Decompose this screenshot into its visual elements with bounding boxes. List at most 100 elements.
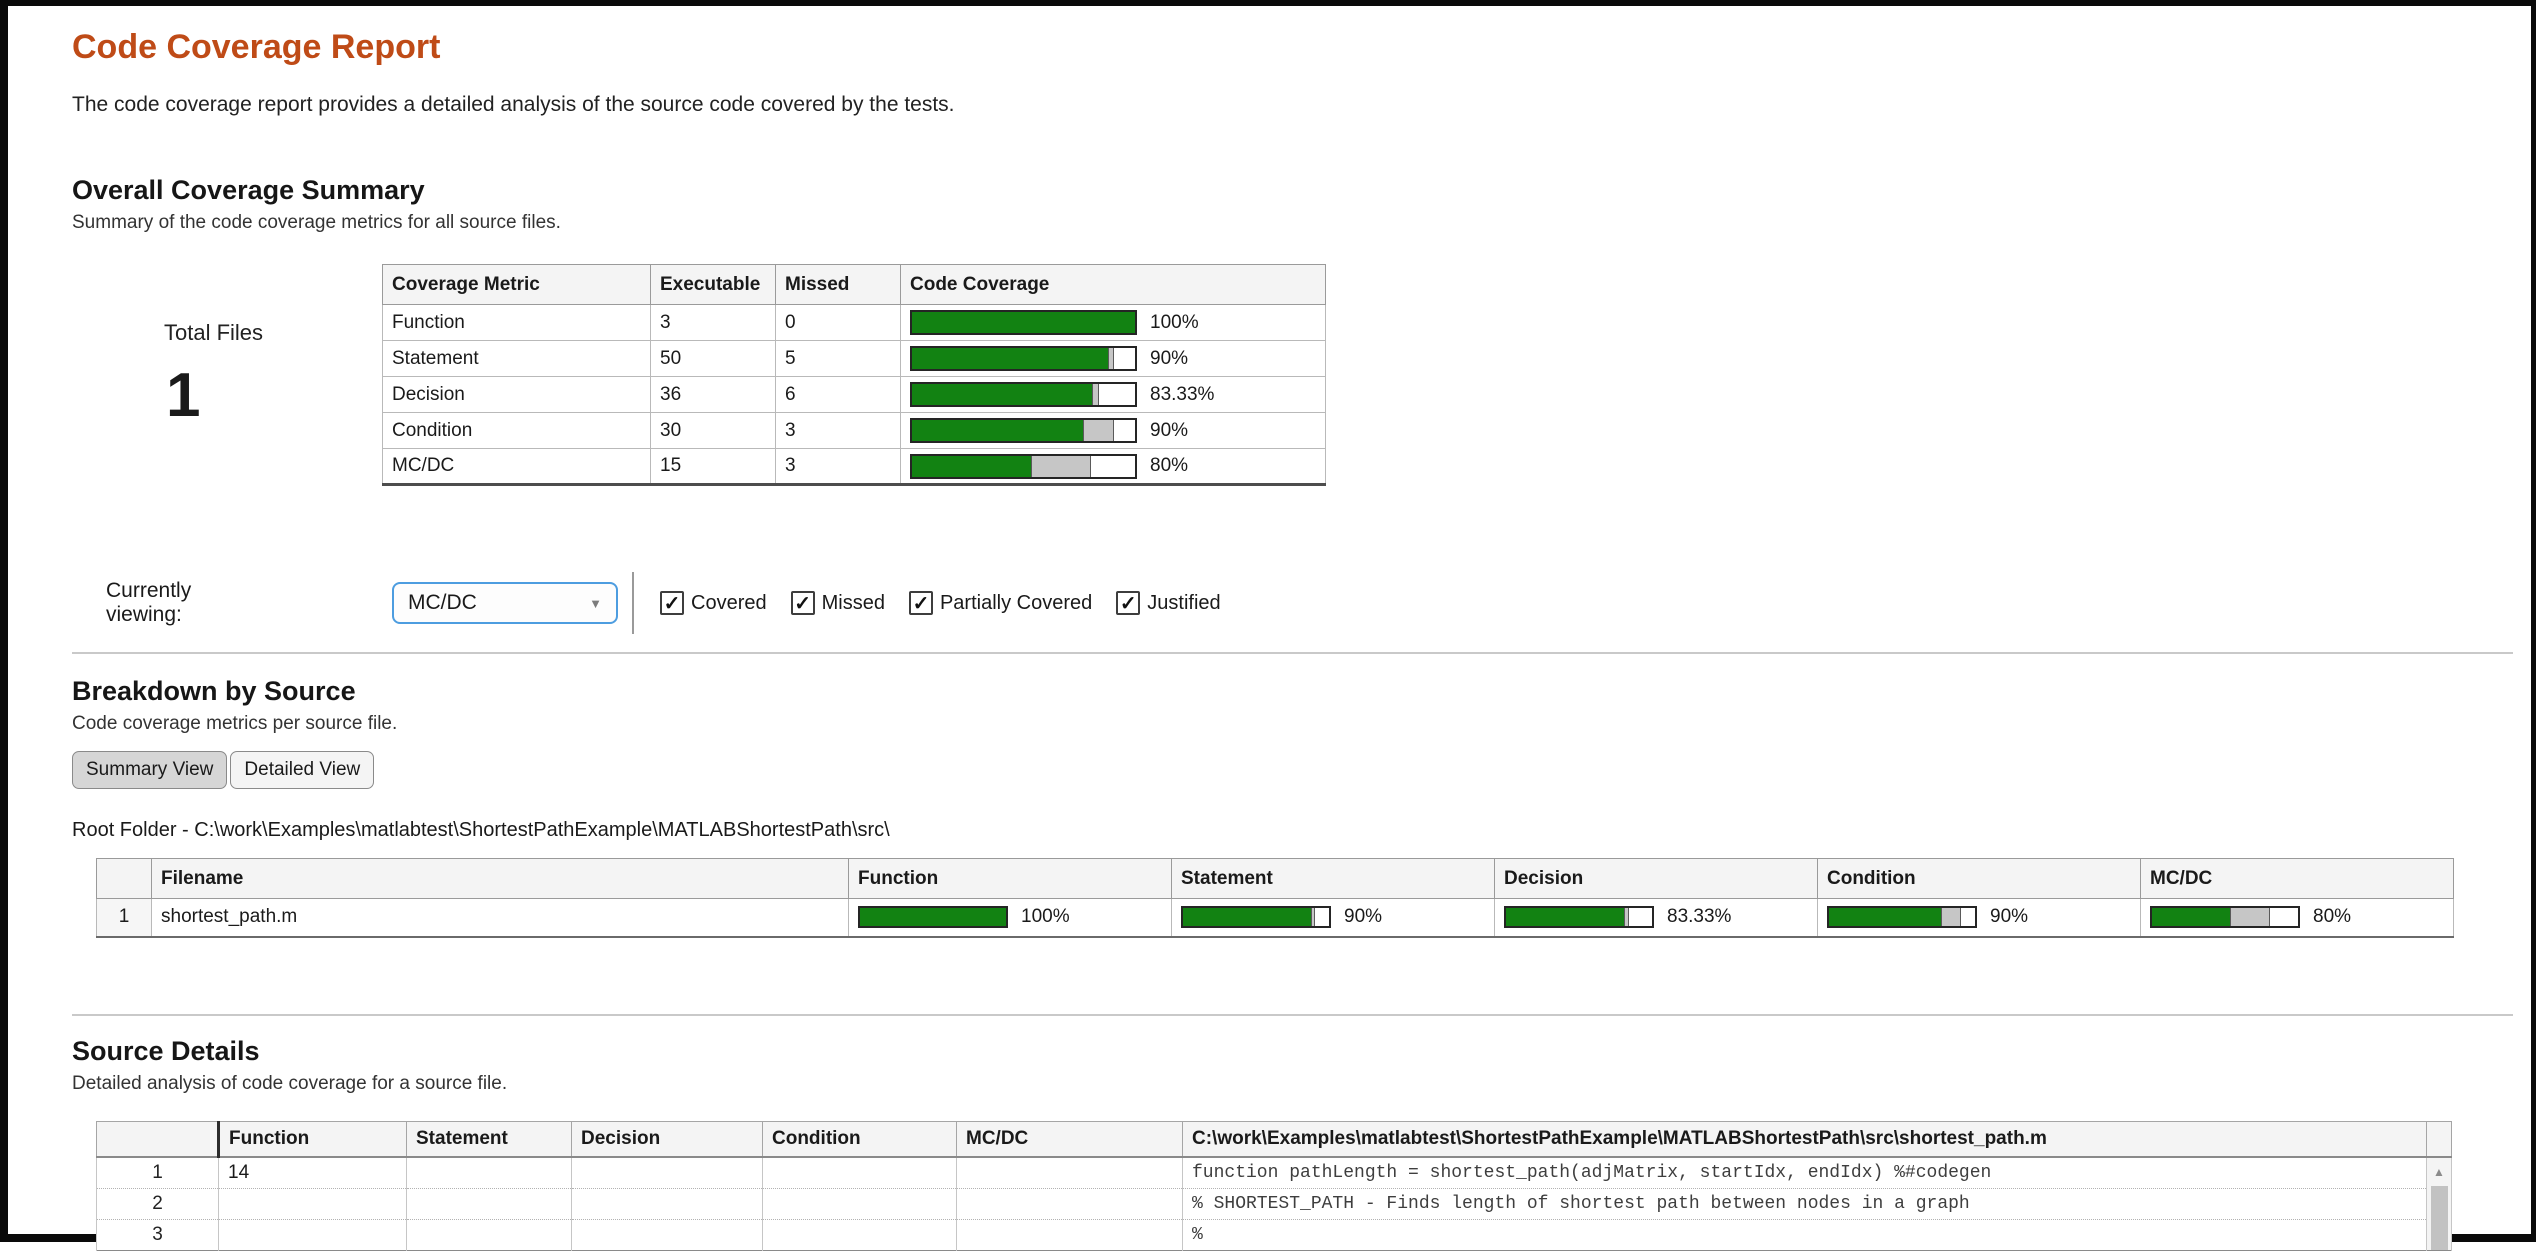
total-files-value: 1: [166, 361, 201, 430]
metric-executable: 15: [650, 448, 776, 485]
statement-hits: [406, 1218, 572, 1250]
source-file-path: C:\work\Examples\matlabtest\ShortestPath…: [1182, 1120, 2427, 1158]
col-mcdc: MC/DC: [956, 1120, 1183, 1158]
coverage-percent: 90%: [1150, 347, 1189, 369]
table-row: Function 3 0 100%: [382, 304, 1326, 341]
triangle-up-icon[interactable]: ▲: [2433, 1165, 2445, 1179]
breakdown-table: Filename Function Statement Decision Con…: [96, 858, 2454, 938]
chevron-down-icon: ▼: [589, 595, 602, 611]
table-row: MC/DC 15 3 80%: [382, 448, 1326, 485]
metric-executable: 3: [650, 304, 776, 341]
legend-checkbox-group: ✓ Covered ✓ Missed ✓ Partially Covered ✓…: [660, 591, 1245, 615]
coverage-bar: [910, 346, 1137, 371]
col-function: Function: [217, 1120, 407, 1158]
col-condition: Condition: [762, 1120, 957, 1158]
coverage-percent: 80%: [2313, 906, 2352, 928]
line-number: 2: [96, 1187, 219, 1219]
table-row[interactable]: 1 shortest_path.m 100% 90% 83.33% 90% 80…: [96, 898, 2454, 937]
checkbox-missed[interactable]: ✓ Missed: [790, 591, 885, 615]
scrollbar-thumb[interactable]: [2430, 1186, 2448, 1250]
coverage-bar: [910, 310, 1137, 335]
view-toggle: Summary View Detailed View: [72, 751, 2513, 789]
code-line: function pathLength = shortest_path(adjM…: [1182, 1157, 2427, 1188]
summary-heading: Overall Coverage Summary: [72, 175, 425, 205]
mcdc-hits: [956, 1187, 1183, 1219]
function-hits: [218, 1187, 407, 1219]
overall-coverage-summary-section: Overall Coverage Summary Summary of the …: [72, 175, 2513, 486]
decision-hits: [571, 1218, 763, 1250]
col-decision: Decision: [1494, 858, 1818, 899]
source-details-table: Function Statement Decision Condition MC…: [96, 1120, 2452, 1251]
coverage-bar: [910, 418, 1137, 443]
check-icon: ✓: [660, 591, 684, 615]
mcdc-hits: [956, 1157, 1183, 1188]
section-divider: [72, 652, 2513, 654]
report-page: Code Coverage Report The code coverage r…: [8, 6, 2531, 1251]
root-folder-path: Root Folder - C:\work\Examples\matlabtes…: [72, 819, 890, 841]
check-icon: ✓: [908, 591, 933, 615]
statement-hits: [406, 1187, 572, 1219]
scrollbar-header-cell: [2426, 1120, 2452, 1158]
metric-missed: 3: [775, 412, 901, 449]
col-mcdc: MC/DC: [2140, 858, 2454, 899]
currently-viewing-label: Currently viewing:: [106, 579, 192, 626]
detailed-view-button[interactable]: Detailed View: [230, 751, 375, 789]
col-filename: Filename: [151, 858, 849, 899]
metric-name: MC/DC: [382, 448, 651, 485]
coverage-percent: 80%: [1150, 455, 1189, 476]
code-scrollbar-track[interactable]: ▲: [2427, 1158, 2451, 1250]
checkbox-covered[interactable]: ✓ Covered: [660, 591, 767, 615]
metric-dropdown-value: MC/DC: [408, 591, 477, 614]
summary-view-button[interactable]: Summary View: [72, 751, 228, 789]
checkbox-justified[interactable]: ✓ Justified: [1116, 591, 1221, 615]
source-details-section: Source Details Detailed analysis of code…: [72, 1036, 2513, 1251]
table-row: Statement 50 5 90%: [382, 340, 1326, 377]
coverage-percent: 83.33%: [1150, 383, 1215, 405]
coverage-percent: 100%: [1150, 311, 1199, 333]
checkbox-label: Partially Covered: [939, 591, 1093, 614]
metric-missed: 6: [775, 376, 901, 413]
filter-bar: Currently viewing: MC/DC ▼ ✓ Covered ✓ M…: [106, 572, 2513, 634]
col-function: Function: [848, 858, 1172, 899]
checkbox-label: Covered: [691, 591, 767, 614]
coverage-percent: 90%: [1344, 906, 1383, 928]
coverage-bar: [858, 906, 1008, 929]
code-line-row: 3 %: [96, 1218, 2452, 1250]
metric-executable: 36: [650, 376, 776, 413]
col-code-coverage: Code Coverage: [900, 264, 1326, 305]
table-header-row: Coverage Metric Executable Missed Code C…: [382, 264, 1326, 305]
col-coverage-metric: Coverage Metric: [382, 264, 651, 305]
breakdown-by-source-section: Breakdown by Source Code coverage metric…: [72, 676, 2513, 938]
col-missed: Missed: [775, 264, 901, 305]
col-line: [96, 1120, 219, 1158]
table-header-row: Filename Function Statement Decision Con…: [96, 858, 2454, 899]
total-files-block: Total Files 1: [164, 264, 294, 486]
vertical-divider: [632, 572, 634, 634]
row-index: 1: [96, 898, 152, 937]
check-icon: ✓: [1116, 591, 1141, 615]
metric-name: Statement: [382, 340, 651, 377]
source-details-heading: Source Details: [72, 1035, 260, 1066]
source-details-caption: Detailed analysis of code coverage for a…: [72, 1072, 508, 1094]
statement-hits: [406, 1157, 572, 1188]
coverage-bar: [910, 453, 1137, 479]
metric-executable: 30: [650, 412, 776, 449]
metric-missed: 5: [775, 340, 901, 377]
coverage-percent: 90%: [1150, 419, 1189, 441]
coverage-percent: 100%: [1021, 906, 1070, 928]
code-line: % SHORTEST_PATH - Finds length of shorte…: [1182, 1187, 2427, 1219]
checkbox-partially-covered[interactable]: ✓ Partially Covered: [908, 591, 1093, 615]
checkbox-label: Missed: [821, 591, 885, 614]
filename-cell: shortest_path.m: [151, 898, 849, 937]
coverage-bar: [1504, 906, 1654, 929]
metric-name: Condition: [382, 412, 651, 449]
metric-dropdown[interactable]: MC/DC ▼: [392, 582, 618, 624]
function-hits: [218, 1218, 407, 1250]
metric-name: Decision: [382, 376, 651, 413]
breakdown-heading: Breakdown by Source: [72, 676, 356, 706]
col-decision: Decision: [571, 1120, 763, 1158]
page-title: Code Coverage Report: [72, 28, 441, 66]
condition-hits: [762, 1187, 957, 1219]
coverage-bar: [910, 382, 1137, 407]
